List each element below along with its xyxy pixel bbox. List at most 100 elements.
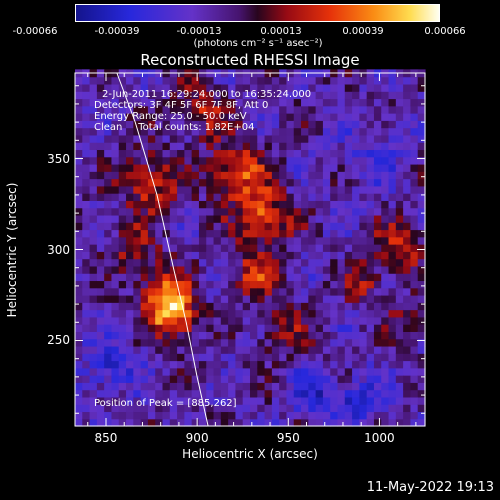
heatmap-cell xyxy=(75,258,83,267)
heatmap-cell xyxy=(330,375,339,383)
heatmap-cell xyxy=(410,156,419,165)
heatmap-cell xyxy=(104,178,113,187)
heatmap-cell xyxy=(213,244,222,252)
heatmap-cell xyxy=(286,171,295,180)
heatmap-cell xyxy=(104,83,113,92)
heatmap-cell xyxy=(286,324,295,332)
heatmap-cell xyxy=(191,280,200,289)
heatmap-cell xyxy=(206,280,215,289)
heatmap-cell xyxy=(118,375,127,383)
heatmap-cell xyxy=(184,171,193,180)
heatmap-cell xyxy=(235,105,244,114)
heatmap-cell xyxy=(344,360,353,369)
heatmap-cell xyxy=(220,309,229,318)
heatmap-cell xyxy=(162,200,171,209)
heatmap-cell xyxy=(96,105,105,114)
heatmap-cell xyxy=(184,98,193,107)
heatmap-cell xyxy=(126,309,134,318)
heatmap-cell xyxy=(96,76,105,85)
heatmap-cell xyxy=(242,265,251,274)
heatmap-cell xyxy=(140,396,149,405)
heatmap-cell xyxy=(162,273,171,282)
heatmap-cell xyxy=(403,207,412,216)
heatmap-cell xyxy=(191,229,200,238)
heatmap-cell xyxy=(388,324,397,332)
heatmap-cell xyxy=(198,236,207,245)
heatmap-cell xyxy=(286,411,295,420)
heatmap-cell xyxy=(337,382,346,391)
heatmap-cell xyxy=(417,91,426,100)
heatmap-cell xyxy=(220,418,229,427)
heatmap-cell xyxy=(104,287,113,296)
heatmap-cell xyxy=(286,302,295,311)
heatmap-cell xyxy=(147,324,156,332)
heatmap-cell xyxy=(235,389,244,398)
heatmap-cell xyxy=(118,244,127,252)
heatmap-cell xyxy=(271,404,280,413)
heatmap-cell xyxy=(104,229,113,238)
heatmap-cell xyxy=(344,91,353,100)
x-tick-label: 900 xyxy=(185,431,209,445)
heatmap-cell xyxy=(191,149,200,158)
heatmap-cell xyxy=(177,98,185,107)
heatmap-cell xyxy=(410,207,419,216)
heatmap-cell xyxy=(308,214,317,223)
colorbar-unit: (photons cm⁻² s⁻¹ asec⁻²) xyxy=(193,38,323,49)
heatmap-cell xyxy=(403,345,412,354)
heatmap-cell xyxy=(388,287,397,296)
heatmap-cell xyxy=(279,244,288,252)
heatmap-cell xyxy=(242,411,251,420)
heatmap-cell xyxy=(381,156,390,165)
heatmap-cell xyxy=(75,273,83,282)
heatmap-cell xyxy=(140,338,149,347)
heatmap-cell xyxy=(410,265,419,274)
chart-title: Reconstructed RHESSI Image xyxy=(140,51,360,69)
heatmap-cell xyxy=(395,280,404,289)
heatmap-cell xyxy=(177,113,185,121)
heatmap-cell xyxy=(155,120,164,129)
heatmap-cell xyxy=(373,418,382,427)
heatmap-cell xyxy=(322,324,331,332)
heatmap-cell xyxy=(96,163,105,172)
heatmap-cell xyxy=(395,171,404,180)
heatmap-cell xyxy=(352,200,360,209)
heatmap-cell xyxy=(126,287,134,296)
heatmap-cell xyxy=(155,280,164,289)
heatmap-cell xyxy=(395,156,404,165)
heatmap-cell xyxy=(271,389,280,398)
heatmap-cell xyxy=(301,207,309,216)
heatmap-cell xyxy=(140,360,149,369)
heatmap-cell xyxy=(191,98,200,107)
heatmap-cell xyxy=(133,287,142,296)
heatmap-cell xyxy=(235,273,244,282)
heatmap-cell xyxy=(366,83,375,92)
heatmap-cell xyxy=(330,134,339,143)
heatmap-cell xyxy=(388,91,397,100)
heatmap-cell xyxy=(220,127,229,136)
heatmap-cell xyxy=(111,171,120,180)
heatmap-cell xyxy=(359,316,368,325)
heatmap-cell xyxy=(155,214,164,223)
heatmap-cell xyxy=(257,193,266,201)
heatmap-cell xyxy=(169,324,178,332)
heatmap-cell xyxy=(96,258,105,267)
heatmap-cell xyxy=(257,76,266,85)
heatmap-cell xyxy=(410,324,419,332)
heatmap-cell xyxy=(198,251,207,260)
heatmap-cell xyxy=(198,207,207,216)
heatmap-cell xyxy=(286,280,295,289)
heatmap-cell xyxy=(198,134,207,143)
heatmap-cell xyxy=(417,345,426,354)
heatmap-cell xyxy=(126,229,134,238)
heatmap-cell xyxy=(388,142,397,151)
heatmap-cell xyxy=(257,142,266,151)
heatmap-cell xyxy=(155,316,164,325)
heatmap-cell xyxy=(308,287,317,296)
heatmap-cell xyxy=(403,353,412,362)
heatmap-cell xyxy=(220,149,229,158)
heatmap-cell xyxy=(140,258,149,267)
heatmap-cell xyxy=(330,127,339,136)
heatmap-cell xyxy=(133,309,142,318)
heatmap-cell xyxy=(359,156,368,165)
heatmap-cell xyxy=(126,236,134,245)
